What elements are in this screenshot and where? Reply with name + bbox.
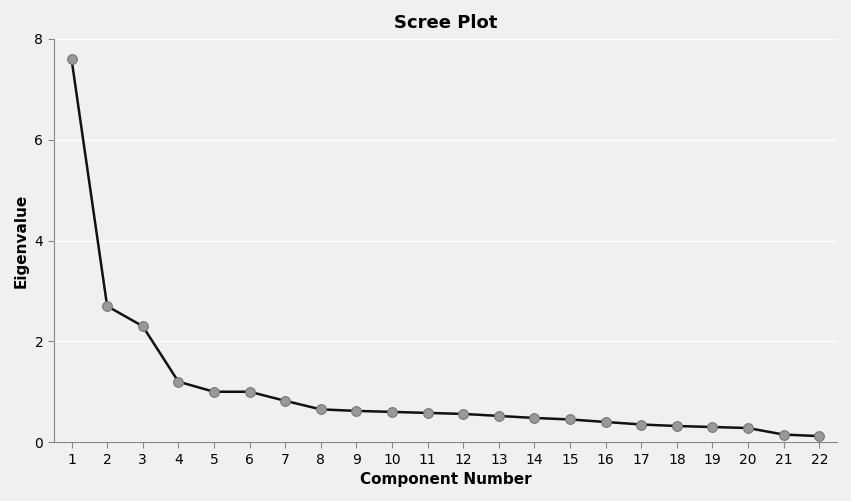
Title: Scree Plot: Scree Plot <box>394 14 497 32</box>
Y-axis label: Eigenvalue: Eigenvalue <box>14 193 29 288</box>
X-axis label: Component Number: Component Number <box>360 472 531 487</box>
